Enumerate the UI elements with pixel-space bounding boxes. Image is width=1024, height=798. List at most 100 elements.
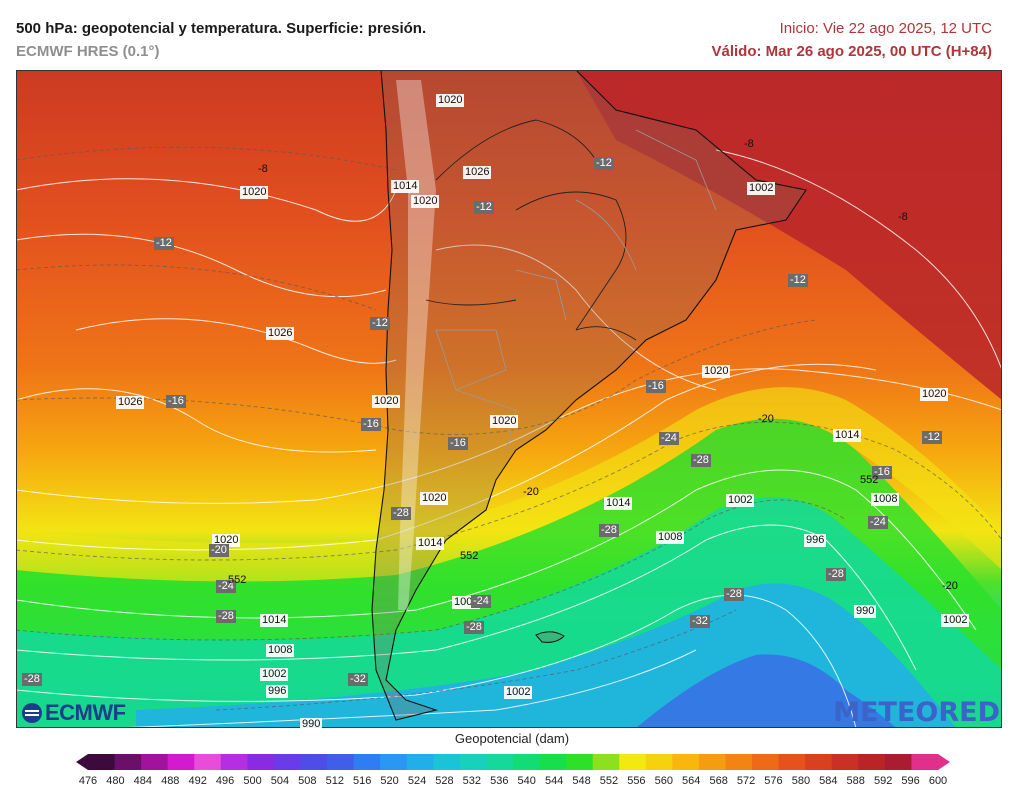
run-time: Inicio: Vie 22 ago 2025, 12 UTC [779,20,992,37]
model-name: ECMWF HRES (0.1°) [16,43,160,60]
legend-tick-label: 556 [627,775,646,787]
legend-swatch [513,754,541,770]
isotherm-label: -12 [474,201,494,214]
isobar-label: 1020 [436,94,465,107]
map-canvas [16,70,1002,728]
legend-swatch [672,754,700,770]
legend-swatch [88,754,116,770]
isobar-label: 1002 [260,668,289,681]
isotherm-label: -20 [209,544,229,557]
high-geopotential-region [576,70,1002,400]
legend-swatch [300,754,328,770]
legend-tick-label: 480 [106,775,125,787]
legend-swatch [752,754,780,770]
legend-swatch [619,754,647,770]
legend-swatch [327,754,355,770]
isotherm-label: -20 [942,580,958,592]
legend-tick-label: 520 [380,775,399,787]
isobar-label: 1002 [504,686,533,699]
meteored-logo: METEORED [833,697,1000,728]
legend-tick-label: 544 [544,775,564,787]
legend-title: Geopotencial (dam) [454,731,570,746]
isobar-label: 996 [266,685,289,698]
isotherm-label: -8 [258,163,268,175]
isotherm-label: -32 [690,615,710,628]
legend-tick-label: 560 [654,775,673,787]
legend-tick-label: 484 [133,775,153,787]
isotherm-label: -16 [361,418,381,431]
isotherm-label: -16 [872,466,892,479]
isotherm-label: -28 [691,454,711,467]
legend-swatch [380,754,408,770]
legend-swatch [884,754,912,770]
isobar-label: 1014 [604,497,633,510]
legend-swatch [114,754,142,770]
falkland-islands [535,631,565,643]
isotherm-label: -28 [216,610,236,623]
isobar-label: 1008 [656,531,685,544]
isotherm-label: -28 [464,621,484,634]
isobar-label: 1002 [726,494,755,507]
south-america-land [371,70,807,721]
legend-tick-label: 600 [928,775,948,787]
isotherm-label: -24 [216,580,236,593]
yellow-band [16,387,1002,582]
legend-tick-label: 504 [270,775,290,787]
isobar-label: 1014 [260,614,289,627]
legend-swatch [805,754,833,770]
isobar-label: 1026 [463,166,492,179]
legend-tick-label: 584 [819,775,838,787]
legend-tick-label: 512 [325,775,344,787]
legend-tick-label: 516 [353,775,372,787]
isotherm-label: -24 [471,595,491,608]
legend-tick-label: 596 [901,775,920,787]
andes-terrain [396,80,436,610]
province-borders [435,129,717,451]
legend-swatch [247,754,275,770]
legend-tick-label: 532 [462,775,482,787]
isotherm-label: -12 [922,431,942,444]
isobar-label: 1026 [266,327,295,340]
weather-map[interactable]: 1020 1014 1026 1020 1020 1026 1026 1020 … [16,70,1002,728]
legend-swatch [406,754,434,770]
isobar-label: 1020 [240,186,269,199]
isobar-label: 1020 [420,492,449,505]
legend-tick-label: 552 [599,775,619,787]
isotherm-label: -28 [724,588,744,601]
isotherm-label: -32 [348,673,368,686]
legend-tick-label: 548 [572,775,591,787]
isotherm-label: -8 [898,211,908,223]
isotherm-label: -28 [22,673,42,686]
legend-swatch [486,754,514,770]
geopotential-label: 552 [460,550,479,562]
isotherm-label: -28 [826,568,846,581]
legend-tick-label: 588 [846,775,865,787]
legend-swatch [194,754,222,770]
legend-tick-label: 568 [709,775,728,787]
legend-tick-label: 476 [78,775,98,787]
legend-swatch [167,754,195,770]
legend-swatch [725,754,753,770]
legend-swatch [592,754,620,770]
isobar-label: 1008 [871,493,900,506]
isobar-label: 1014 [416,537,445,550]
isobar-label: 1020 [411,195,440,208]
isobar-label: 1020 [490,415,519,428]
legend-tick-label: 528 [435,775,454,787]
isotherm-label: -12 [370,317,390,330]
isobar-label: 1014 [391,180,420,193]
ecmwf-mark-icon [22,703,42,723]
isobar-label: 1020 [702,365,731,378]
isotherm-label: -12 [594,157,614,170]
isotherm-label: -12 [788,274,808,287]
legend-ticks: 476 480 484 488 492 496 500 504 508 512 516 520 524 5… [0,775,1024,791]
isotherm-label: -8 [744,138,754,150]
legend-tick-label: 508 [298,775,317,787]
isobar-label: 1002 [941,614,970,627]
isobar-label: 990 [300,718,323,728]
legend-swatch [539,754,567,770]
isotherm-label: -24 [659,432,679,445]
legend-tick-label: 492 [188,775,207,787]
isotherm-label: -20 [758,413,774,425]
legend-tick-label: 524 [407,775,427,787]
